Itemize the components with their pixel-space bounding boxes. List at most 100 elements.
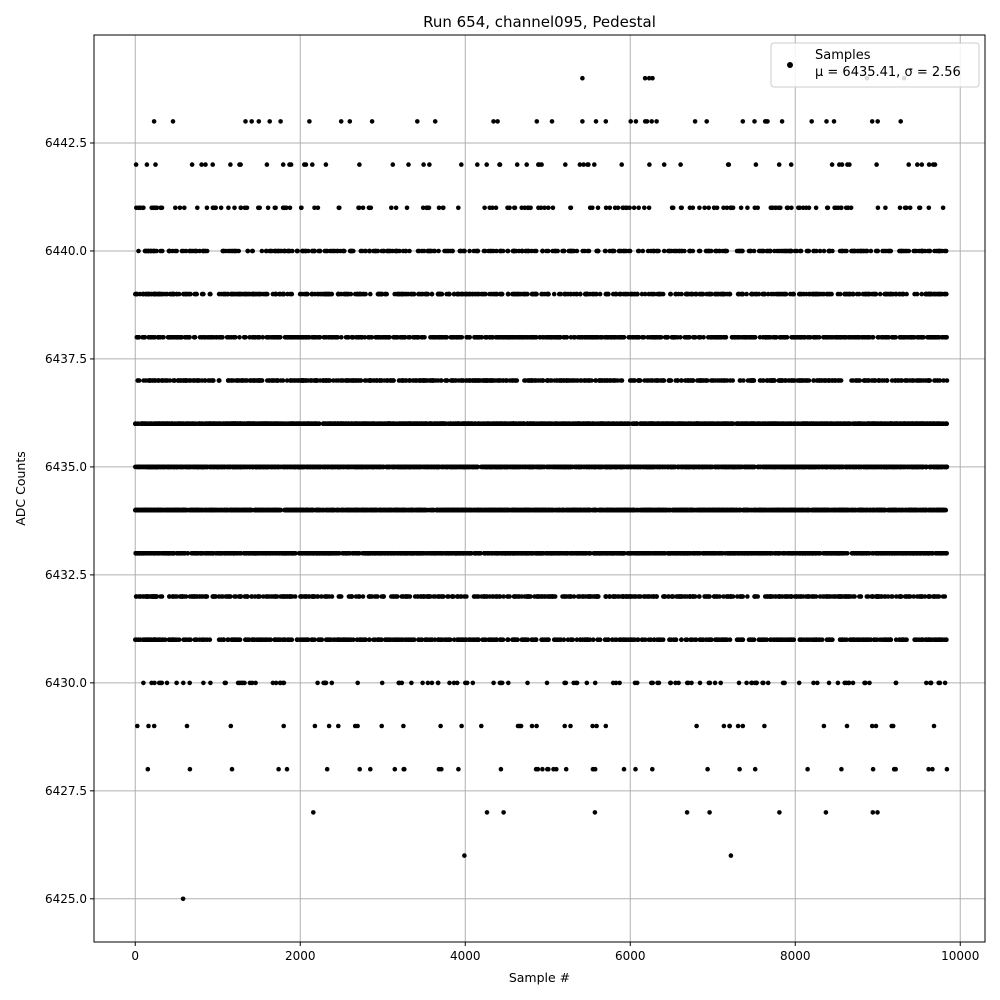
data-point <box>925 637 931 642</box>
data-point <box>574 680 580 686</box>
data-point <box>745 594 750 599</box>
data-point <box>944 766 950 772</box>
data-point <box>409 680 414 686</box>
data-point <box>222 680 228 686</box>
data-point <box>777 594 782 599</box>
data-point <box>874 507 880 513</box>
data-point <box>606 507 611 513</box>
data-point <box>879 594 884 599</box>
data-point <box>685 551 691 556</box>
data-point <box>300 551 306 556</box>
data-point <box>395 507 400 513</box>
data-point <box>272 637 277 642</box>
data-point <box>351 637 356 642</box>
data-point <box>391 594 397 599</box>
data-point <box>557 551 563 556</box>
data-point <box>324 507 329 513</box>
data-point <box>560 507 565 513</box>
data-point <box>721 723 727 729</box>
data-point <box>274 594 280 599</box>
data-point <box>693 637 699 642</box>
data-point <box>337 551 342 556</box>
data-point <box>161 551 167 556</box>
data-point <box>142 507 148 513</box>
data-point <box>660 637 666 642</box>
data-point <box>519 637 525 642</box>
data-point <box>621 766 627 772</box>
data-point <box>368 507 374 513</box>
data-point <box>849 507 855 513</box>
data-point <box>655 637 660 642</box>
data-point <box>253 680 258 686</box>
data-point <box>454 680 460 686</box>
data-point <box>166 637 172 642</box>
data-point <box>191 594 197 599</box>
data-point <box>346 594 352 599</box>
data-point <box>728 551 734 556</box>
data-point <box>176 551 181 556</box>
data-point <box>565 551 570 556</box>
data-point <box>802 551 807 556</box>
data-point <box>602 637 608 642</box>
data-point <box>451 637 457 642</box>
data-point <box>805 766 810 772</box>
data-point <box>137 507 143 513</box>
data-point <box>796 680 802 686</box>
data-point <box>911 594 916 599</box>
data-point <box>232 637 238 642</box>
data-point <box>358 637 364 642</box>
data-point <box>737 766 742 772</box>
data-point <box>767 551 773 556</box>
data-point <box>292 594 298 599</box>
data-point <box>505 637 510 642</box>
data-point <box>471 594 477 599</box>
data-point <box>694 723 699 729</box>
data-point <box>250 637 255 642</box>
data-point <box>501 594 506 599</box>
data-point <box>482 637 488 642</box>
data-point <box>942 680 948 686</box>
data-point <box>840 551 846 556</box>
data-point <box>437 551 442 556</box>
data-point <box>578 507 583 513</box>
data-point <box>187 766 193 772</box>
data-point <box>595 637 601 642</box>
data-point <box>780 637 786 642</box>
data-point <box>379 637 384 642</box>
data-point <box>476 594 481 599</box>
data-point <box>443 637 449 642</box>
data-point <box>912 637 918 642</box>
data-point <box>893 637 899 642</box>
data-point <box>575 551 581 556</box>
data-point <box>341 637 346 642</box>
data-point <box>686 680 691 686</box>
data-point <box>827 594 832 599</box>
data-point <box>561 637 567 642</box>
data-point <box>561 594 567 599</box>
data-point <box>674 594 680 599</box>
data-point <box>695 551 701 556</box>
data-point <box>425 680 431 686</box>
data-point <box>479 594 485 599</box>
data-point <box>609 551 615 556</box>
data-point <box>312 723 318 729</box>
data-point <box>932 637 937 642</box>
data-point <box>735 594 740 599</box>
data-point <box>880 637 885 642</box>
data-point <box>506 680 511 686</box>
data-point <box>546 637 551 642</box>
data-point <box>718 680 723 686</box>
data-point <box>810 594 815 599</box>
data-point <box>315 680 320 686</box>
data-point <box>535 766 541 772</box>
data-point <box>303 637 308 642</box>
data-point <box>322 551 328 556</box>
data-point <box>583 551 588 556</box>
data-point <box>590 723 595 729</box>
data-point <box>454 507 460 513</box>
data-point <box>455 551 460 556</box>
data-point <box>173 637 178 642</box>
data-point <box>228 723 234 729</box>
data-point <box>714 637 719 642</box>
data-point <box>256 507 261 513</box>
